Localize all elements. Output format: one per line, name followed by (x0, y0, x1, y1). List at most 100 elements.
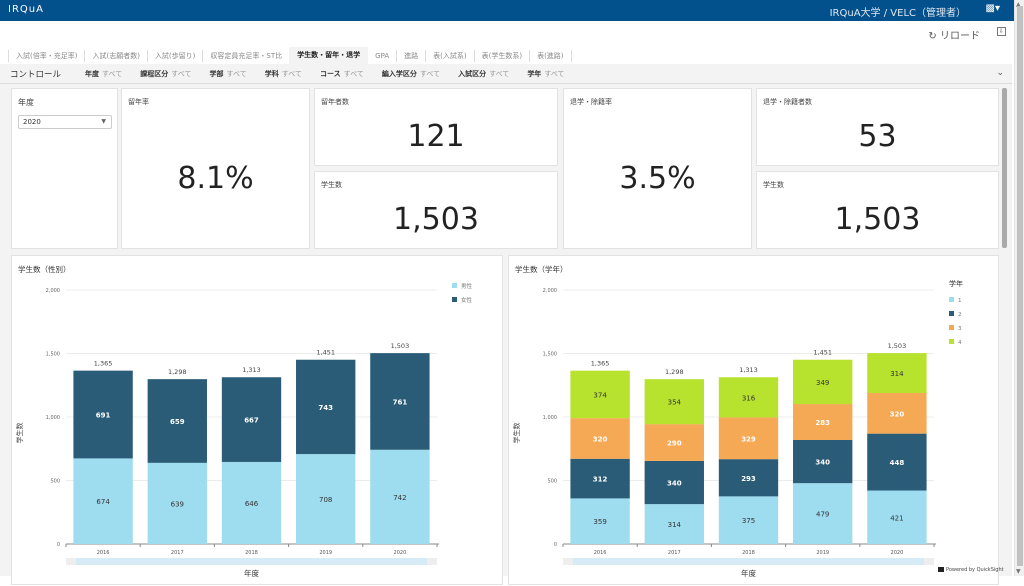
content-scrollbar[interactable] (1002, 88, 1007, 248)
legend-swatch[interactable] (452, 297, 457, 302)
legend-swatch[interactable] (949, 325, 954, 330)
data-label: 312 (593, 476, 608, 484)
data-label: 375 (742, 517, 755, 525)
bar-segment[interactable] (644, 460, 704, 505)
bar-segment[interactable] (867, 353, 927, 393)
bar-segment[interactable] (570, 498, 630, 544)
bar-segment[interactable] (296, 359, 356, 455)
legend-item-label: 3 (958, 326, 962, 332)
tab-9[interactable]: 表(進路) (529, 49, 572, 62)
user-menu-icon[interactable]: ▩▾ (985, 3, 1000, 14)
filter-control[interactable]: 入試区分 すべて (458, 69, 509, 79)
bar-segment[interactable] (370, 353, 430, 450)
filter-control[interactable]: 学科 すべて (265, 69, 302, 79)
bar-segment[interactable] (718, 377, 779, 418)
tab-0[interactable]: 入試(倍率・充足率) (8, 49, 84, 62)
range-slider-handle-left[interactable] (563, 558, 573, 565)
total-label: 1,451 (316, 349, 335, 357)
total-label: 1,503 (391, 342, 410, 350)
tab-5[interactable]: GPA (375, 51, 390, 60)
x-tick-label: 2019 (319, 550, 332, 556)
bar-segment[interactable] (644, 379, 704, 425)
tab-2[interactable]: 入試(歩留り) (146, 49, 202, 62)
reload-button[interactable]: ↻ リロード (928, 27, 980, 42)
filter-control[interactable]: 編入学区分 すべて (382, 69, 440, 79)
tab-8[interactable]: 表(学生数系) (473, 49, 529, 62)
filter-control[interactable]: 年度 すべて (85, 69, 122, 79)
bar-segment[interactable] (867, 433, 927, 491)
range-slider[interactable] (563, 558, 934, 565)
bar-segment[interactable] (147, 379, 207, 463)
bar-segment[interactable] (793, 483, 853, 544)
bar-segment[interactable] (73, 458, 133, 544)
kpi-value: 8.1% (177, 161, 254, 196)
bar-segment[interactable] (570, 370, 630, 419)
stacked-bar-chart-grade[interactable]: 05001,0001,5002,000学生数20163593123203741,… (509, 256, 1000, 586)
data-label: 329 (741, 435, 756, 443)
filter-control[interactable]: 学部 すべて (209, 69, 246, 79)
scrollbar-thumb[interactable] (1017, 6, 1023, 566)
y-axis-label: 学生数 (512, 423, 521, 444)
scroll-up-icon[interactable]: ▲ (1016, 1, 1021, 8)
legend-item-label: 女性 (461, 296, 473, 304)
tab-6[interactable]: 進路 (396, 49, 425, 62)
tab-4[interactable]: 学生数・留年・退学 (289, 47, 369, 64)
year-select[interactable]: 2020 ▼ (18, 115, 112, 129)
chevron-down-icon[interactable]: ⌄ (996, 68, 1004, 78)
range-slider-handle-right[interactable] (924, 558, 934, 565)
bar-segment[interactable] (370, 449, 430, 544)
legend-item-label: 男性 (461, 282, 473, 290)
tab-3[interactable]: 収容定員充足率・ST比 (202, 49, 289, 62)
bar-segment[interactable] (793, 359, 853, 405)
bar-segment[interactable] (718, 496, 779, 544)
y-tick-label: 1,500 (543, 352, 557, 358)
stacked-bar-chart-gender[interactable]: 0 500 1,000 1,500 2,000 学生数 2016 674 691 1,365 201… (12, 256, 504, 586)
bar-segment[interactable] (867, 392, 927, 434)
kpi-label: 留年者数 (321, 98, 349, 106)
x-tick-label: 2019 (816, 550, 829, 556)
filter-control[interactable]: 学年 すべて (527, 69, 564, 79)
data-label: 479 (816, 511, 829, 519)
bar-segment[interactable] (570, 458, 630, 499)
total-label: 1,451 (813, 349, 832, 357)
legend-swatch[interactable] (949, 311, 954, 316)
filter-control[interactable]: コース すべて (320, 69, 364, 79)
kpi-value: 1,503 (834, 202, 921, 237)
controls-bar[interactable]: コントロール 年度 すべて 課程区分 すべて 学部 すべて 学科 すべて コース すべて 編入学区分… (0, 64, 1012, 84)
bar-segment[interactable] (793, 439, 853, 484)
bar-segment[interactable] (644, 424, 704, 461)
brand-logo[interactable]: IRQuA (8, 4, 44, 15)
scroll-down-icon[interactable]: ▼ (1016, 568, 1021, 575)
chart-card-grade: 学生数（学年） 0 500 1,000 1,500 2,000 学生数 2016 359 312… (508, 255, 999, 585)
page-scrollbar[interactable]: ▲ ▼ (1014, 0, 1024, 576)
bar-segment[interactable] (718, 417, 779, 460)
range-slider[interactable] (66, 558, 437, 565)
bar-segment[interactable] (147, 462, 207, 544)
bar-segment[interactable] (644, 504, 704, 544)
export-icon[interactable]: ⇩ (997, 27, 1006, 36)
filter-control[interactable]: 課程区分 すべて (140, 69, 191, 79)
legend-item-label: 4 (958, 340, 962, 346)
y-tick-label: 2,000 (543, 288, 557, 294)
bar-segment[interactable] (793, 404, 853, 440)
tab-1[interactable]: 入試(志願者数) (84, 49, 146, 62)
filter-value: すべて (281, 69, 302, 78)
tab-7[interactable]: 表(入試系) (425, 49, 473, 62)
bar-segment[interactable] (296, 454, 356, 544)
legend-swatch[interactable] (949, 297, 954, 302)
range-slider-handle-left[interactable] (66, 558, 76, 565)
range-slider-handle-right[interactable] (427, 558, 437, 565)
user-name: IRQuA大学 / VELC（管理者） (829, 8, 966, 19)
reload-label: リロード (940, 31, 980, 42)
bar-segment[interactable] (718, 459, 779, 497)
bar-segment[interactable] (221, 377, 282, 462)
kpi-value: 3.5% (619, 161, 696, 196)
x-axis-label: 年度 (741, 568, 756, 578)
legend-swatch[interactable] (949, 339, 954, 344)
bar-segment[interactable] (867, 490, 927, 544)
data-label: 708 (319, 496, 332, 504)
bar-segment[interactable] (221, 461, 282, 544)
bar-segment[interactable] (73, 370, 133, 459)
bar-segment[interactable] (570, 418, 630, 459)
legend-swatch[interactable] (452, 283, 457, 288)
